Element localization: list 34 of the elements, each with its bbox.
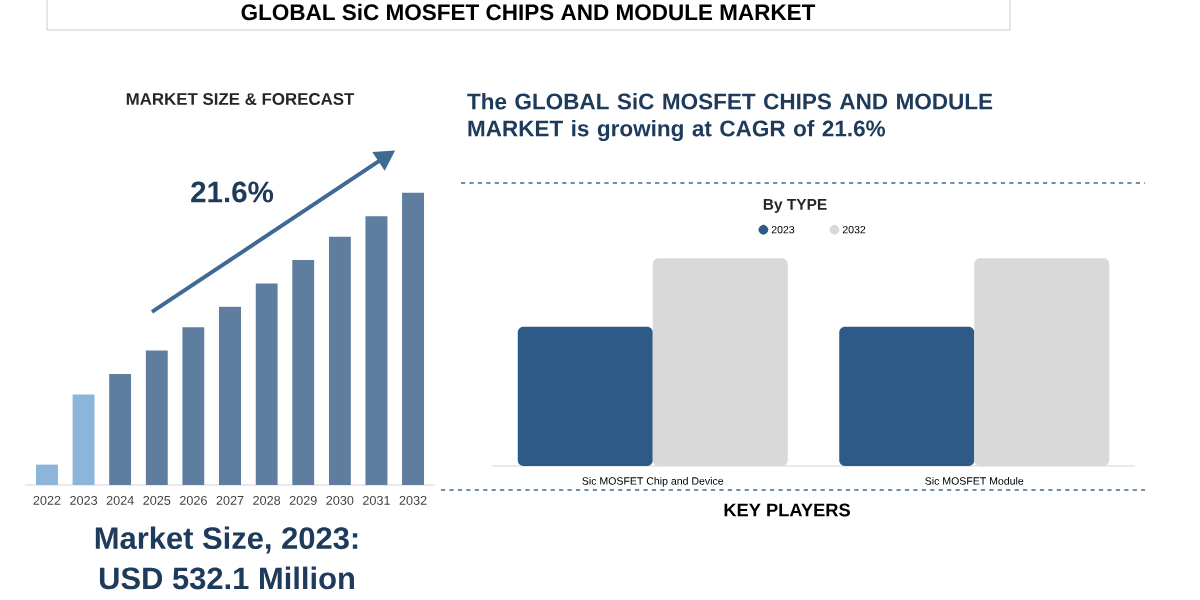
bar <box>145 350 168 485</box>
x-tick-label: 2025 <box>143 495 171 505</box>
legend-label: 2023 <box>771 225 795 234</box>
bar <box>255 283 278 485</box>
text: KEY PLAYERS <box>724 503 850 517</box>
bar <box>72 394 95 485</box>
bar <box>292 260 315 485</box>
x-tick-label: 2023 <box>70 495 98 505</box>
bar <box>365 216 388 485</box>
chart-title: By TYPE <box>763 199 827 213</box>
text: GLOBAL SiC MOSFET CHIPS AND MODULE MARKET <box>241 3 816 21</box>
text: Market Size, 2023: <box>95 526 358 554</box>
x-tick-label: 2027 <box>216 495 244 505</box>
bar <box>109 373 132 485</box>
x-tick-label: 2026 <box>179 495 207 505</box>
bar <box>219 306 242 485</box>
bar <box>402 192 425 485</box>
bar <box>182 327 205 485</box>
x-tick-label: 2031 <box>363 495 390 505</box>
chart-subtitle: The GLOBAL SiC MOSFET CHIPS AND MODULE MARKET is growing at CAGR of 21.6% <box>467 92 993 142</box>
annotation: 21.6% <box>191 181 274 203</box>
bar <box>328 236 351 485</box>
bar <box>35 464 58 485</box>
x-tick-label: 2024 <box>106 495 134 505</box>
legend-label: 2032 <box>842 225 866 234</box>
x-tick-label: 2032 <box>399 495 427 505</box>
x-tick-label: Sic MOSFET Chip and Device <box>582 476 724 487</box>
x-tick-label: 2022 <box>33 495 61 505</box>
x-tick-label: Sic MOSFET Module <box>925 476 1024 485</box>
x-tick-label: 2029 <box>289 495 317 505</box>
x-tick-label: 2028 <box>253 495 281 505</box>
text: USD 532.1 Million <box>99 566 354 590</box>
chart-title: MARKET SIZE & FORECAST <box>126 93 355 105</box>
x-tick-label: 2030 <box>326 495 354 505</box>
